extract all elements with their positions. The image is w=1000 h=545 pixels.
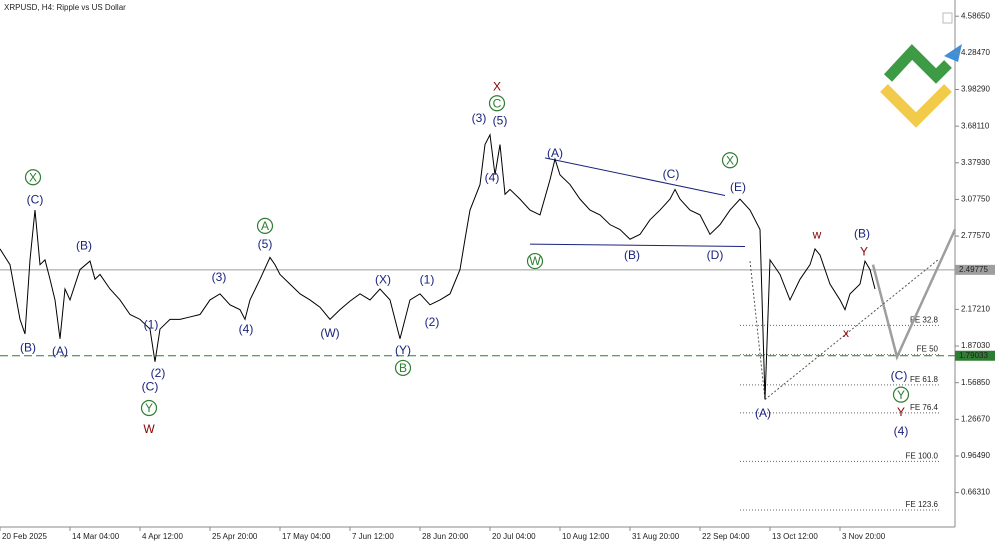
- wave-label: (X): [375, 272, 391, 286]
- x-tick-label: 4 Apr 12:00: [142, 532, 183, 541]
- wave-label: (4): [239, 322, 254, 336]
- trendline: [529, 243, 746, 247]
- wave-label: (B): [76, 238, 92, 252]
- trendline: [871, 228, 957, 361]
- price-label-box: [955, 264, 995, 275]
- x-tick-label: 14 Mar 04:00: [72, 532, 120, 541]
- y-tick-label: 0.66310: [961, 488, 990, 497]
- y-tick-label: 1.56850: [961, 378, 990, 387]
- y-tick-label: 0.96490: [961, 451, 990, 460]
- wave-circle: [526, 252, 544, 270]
- x-tick-label: 20 Feb 2025: [2, 532, 47, 541]
- wave-label: Y: [860, 245, 868, 259]
- y-tick-label: 3.37930: [961, 158, 990, 167]
- logo: [880, 44, 962, 128]
- chart-title: XRPUSD, H4: Ripple vs US Dollar: [4, 3, 126, 12]
- wave-label: (C): [27, 192, 44, 206]
- x-tick-label: 28 Jun 20:00: [422, 532, 469, 541]
- y-tick-label: 4.58650: [961, 11, 990, 20]
- x-tick-label: 17 May 04:00: [282, 532, 331, 541]
- wave-label: (B): [624, 248, 640, 262]
- wave-label: w: [812, 228, 822, 242]
- wave-circle: [488, 95, 506, 112]
- wave-circle: [394, 359, 412, 377]
- logo-yellow: [880, 84, 952, 128]
- x-tick-label: 3 Nov 20:00: [842, 532, 886, 541]
- wave-circle: [24, 169, 42, 186]
- logo-green: [883, 44, 952, 84]
- y-tick-label: 3.68110: [961, 121, 990, 130]
- wave-label: Y: [145, 401, 153, 415]
- x-tick-label: 25 Apr 20:00: [212, 532, 258, 541]
- wave-circle: [256, 217, 274, 234]
- wave-label: (E): [730, 180, 746, 194]
- wave-label: A: [261, 219, 269, 233]
- wave-label: (Y): [395, 343, 411, 357]
- wave-label: (5): [493, 113, 508, 127]
- trendline: [764, 259, 939, 400]
- wave-circle: [721, 152, 739, 169]
- wave-label: (1): [420, 272, 435, 286]
- wave-label: (3): [212, 270, 227, 284]
- trendline: [544, 157, 726, 196]
- trendline: [749, 261, 766, 400]
- wave-label: X: [29, 170, 37, 184]
- wave-label: (A): [547, 146, 563, 160]
- fib-label: FE 50: [917, 345, 939, 354]
- wave-label: Y: [897, 405, 905, 419]
- wave-label: (4): [485, 170, 500, 184]
- fib-label: FE 76.4: [910, 403, 939, 412]
- wave-label: x: [843, 326, 849, 340]
- wave-label: (C): [142, 379, 159, 393]
- wave-label: (D): [707, 248, 724, 262]
- x-tick-label: 7 Jun 12:00: [352, 532, 394, 541]
- x-tick-label: 10 Aug 12:00: [562, 532, 610, 541]
- wave-circle: [892, 386, 910, 403]
- fib-label: FE 123.6: [906, 500, 939, 509]
- y-tick-label: 3.07750: [961, 195, 990, 204]
- y-tick-label: 1.26670: [961, 414, 990, 423]
- wave-label: (5): [258, 237, 273, 251]
- x-tick-label: 31 Aug 20:00: [632, 532, 680, 541]
- wave-label: W: [529, 254, 541, 268]
- price-label: 1.79033: [959, 351, 988, 360]
- y-tick-label: 3.98290: [961, 85, 990, 94]
- wave-label: (A): [755, 406, 771, 420]
- wave-label: (B): [854, 226, 870, 240]
- x-tick-label: 22 Sep 04:00: [702, 532, 750, 541]
- wave-label: Y: [897, 388, 905, 402]
- wave-label: X: [493, 79, 501, 93]
- price-label: 2.49775: [959, 265, 988, 274]
- wave-label: (C): [663, 167, 680, 181]
- wave-label: (2): [151, 366, 166, 380]
- wave-label: (B): [20, 340, 36, 354]
- fib-label: FE 61.8: [910, 375, 939, 384]
- wave-circle: [140, 399, 158, 417]
- y-tick-label: 4.28470: [961, 48, 990, 57]
- fib-label: FE 100.0: [906, 452, 939, 461]
- wave-label: (W): [320, 326, 339, 340]
- wave-label: (C): [891, 368, 908, 382]
- logo-blue: [944, 44, 962, 62]
- wave-label: C: [493, 96, 502, 110]
- wave-label: (1): [144, 317, 159, 331]
- y-tick-label: 2.77570: [961, 231, 990, 240]
- fib-label: FE 32.8: [910, 316, 939, 325]
- wave-label: X: [726, 153, 734, 167]
- wave-label: W: [143, 422, 155, 436]
- wave-label: (2): [425, 315, 440, 329]
- x-tick-label: 20 Jul 04:00: [492, 532, 536, 541]
- wave-label: B: [399, 361, 407, 375]
- toolbar-box: [942, 12, 953, 24]
- wave-label: (4): [894, 424, 909, 438]
- y-tick-label: 2.17210: [961, 304, 990, 313]
- y-tick-label: 1.87030: [961, 341, 990, 350]
- wave-label: (3): [472, 111, 487, 125]
- wave-label: (A): [52, 344, 68, 358]
- price-label-box: [955, 350, 995, 361]
- price-line-series: [0, 133, 876, 400]
- x-tick-label: 13 Oct 12:00: [772, 532, 818, 541]
